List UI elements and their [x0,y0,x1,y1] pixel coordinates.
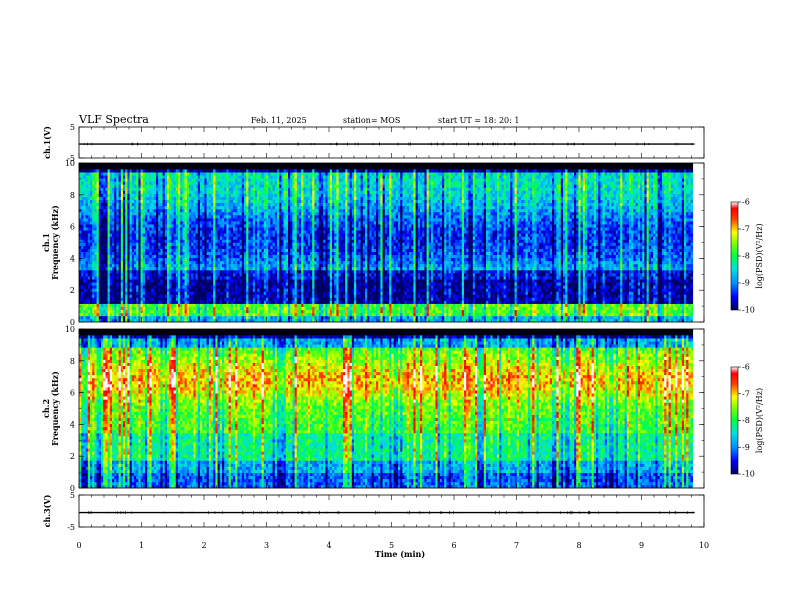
colorbar-tick-label: -7 [742,389,750,398]
x-tick-label: 1 [139,541,144,550]
colorbar-label: log(PSD)(V²/Hz) [755,388,764,453]
x-tick-label: 10 [699,541,709,550]
y-tick-label: 10 [65,159,75,168]
colorbar-tick-label: -10 [742,306,755,315]
y-axis-label: Frequency (kHz) [50,205,60,280]
date-label: Feb. 11, 2025 [251,116,307,125]
ch2-spectrogram-panel: 0 2 4 6 8 10 ch.2 Frequency (kHz) [41,325,705,493]
y-tick-label: 8 [70,191,75,200]
y-tick-label: -5 [67,154,75,163]
channel-label: ch.2 [41,399,51,418]
y-tick-label: 10 [65,325,75,334]
start-time-label: start UT = 18: 20: 1 [438,116,519,125]
x-tick-label: 0 [76,541,81,550]
y-axis-label: ch.3(V) [42,494,52,527]
colorbar-tick-label: -9 [742,443,750,452]
colorbar-tick-label: -10 [742,470,755,479]
x-axis-label: Time (min) [375,549,425,559]
x-tick-label: 9 [639,541,644,550]
ch1-waveform-panel: 5 -5 ch.1(V) [42,123,705,163]
colorbar-gradient [730,366,739,475]
colorbar-tick-label: -9 [742,279,750,288]
x-tick-label: 8 [576,541,581,550]
x-tick-label: 2 [201,541,206,550]
x-tick-label: 3 [264,541,269,550]
colorbar-tick-label: -7 [742,225,750,234]
y-tick-label: 4 [70,420,75,429]
x-tick-label: 5 [389,541,394,550]
ch3-waveform-panel: 5 -5 ch.3(V) [42,491,705,532]
x-tick-label: 7 [514,541,519,550]
y-tick-label: 5 [70,123,75,132]
y-tick-label: -5 [67,523,75,532]
x-tick-label: 4 [326,541,331,550]
station-label: station= MOS [343,116,400,125]
spectrogram-cells [79,163,694,323]
figure-title: VLF Spectra [78,113,149,126]
y-tick-label: 2 [70,452,75,461]
time-axis: 0 1 2 3 4 5 6 7 8 9 10 [76,541,709,550]
colorbar-label: log(PSD)(V²/Hz) [755,223,764,288]
channel-label: ch.1 [41,233,51,252]
y-tick-label: 2 [70,286,75,295]
y-tick-label: 5 [70,491,75,500]
y-axis-label: Frequency (kHz) [50,371,60,446]
colorbar-tick-label: -8 [742,252,750,261]
y-tick-label: 6 [70,389,75,398]
y-tick-label: 0 [70,318,75,327]
x-tick-label: 6 [451,541,456,550]
ch1-spectrogram-panel: 0 2 4 6 8 10 ch.1 Frequency (kHz) [41,159,705,327]
colorbar-tick-label: -8 [742,416,750,425]
colorbar-gradient [730,201,739,311]
ch1-colorbar: -6 -7 -8 -9 -10 log(PSD)(V²/Hz) [730,198,764,315]
y-tick-label: 6 [70,223,75,232]
y-tick-label: 0 [70,484,75,493]
spectrogram-cells [79,329,694,489]
colorbar-tick-label: -6 [742,198,750,207]
ch2-colorbar: -6 -7 -8 -9 -10 log(PSD)(V²/Hz) [730,363,764,479]
colorbar-tick-label: -6 [742,363,750,372]
y-tick-label: 8 [70,357,75,366]
y-axis-label: ch.1(V) [42,126,52,159]
y-tick-label: 4 [70,254,75,263]
